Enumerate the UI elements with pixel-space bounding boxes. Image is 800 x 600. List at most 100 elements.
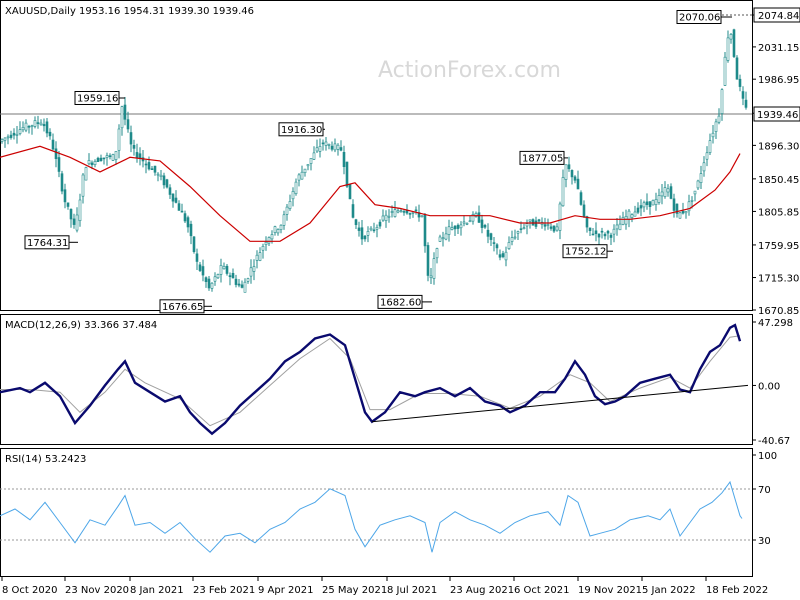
price-annotation: 1764.31 bbox=[24, 235, 78, 250]
rsi-panel-header: RSI(14) 53.2423 bbox=[5, 454, 86, 465]
candle bbox=[285, 204, 289, 221]
candle bbox=[720, 88, 724, 121]
candle bbox=[87, 153, 91, 166]
candle bbox=[438, 234, 442, 242]
candle bbox=[57, 151, 61, 178]
candle bbox=[318, 138, 322, 158]
svg-text:1764.31: 1764.31 bbox=[27, 238, 68, 249]
candle bbox=[714, 118, 718, 139]
candle bbox=[234, 274, 238, 288]
candle bbox=[27, 124, 31, 134]
candle bbox=[378, 219, 382, 229]
candle bbox=[21, 121, 25, 133]
candle bbox=[603, 232, 607, 240]
candle bbox=[210, 282, 214, 292]
candle bbox=[351, 199, 355, 219]
candle bbox=[360, 220, 364, 245]
candle bbox=[153, 165, 157, 176]
candle bbox=[33, 116, 37, 129]
candle bbox=[366, 226, 370, 243]
candle bbox=[81, 173, 85, 204]
candle bbox=[252, 259, 256, 281]
price-annotations: 1959.16 1916.30 2070.06 1877.05 1764.31 1676.… bbox=[24, 10, 732, 314]
candle bbox=[654, 192, 658, 211]
candle bbox=[120, 105, 124, 136]
candle bbox=[735, 55, 739, 80]
candle bbox=[465, 222, 469, 226]
candle bbox=[477, 205, 481, 223]
candle bbox=[588, 227, 592, 236]
candle bbox=[501, 250, 505, 259]
candle bbox=[696, 179, 700, 190]
candle bbox=[591, 228, 595, 236]
candle bbox=[324, 137, 328, 151]
candle bbox=[216, 273, 220, 279]
candle bbox=[288, 194, 292, 211]
candle bbox=[744, 91, 748, 110]
candle bbox=[645, 193, 649, 210]
candle bbox=[702, 156, 706, 177]
date-tick-label: 5 Jan 2022 bbox=[642, 585, 696, 596]
candle bbox=[729, 33, 733, 44]
current-price-tag-label: 1939.46 bbox=[757, 110, 798, 121]
candle bbox=[150, 166, 154, 170]
svg-text:1676.65: 1676.65 bbox=[162, 302, 203, 313]
candle bbox=[498, 249, 502, 261]
candle bbox=[726, 30, 730, 63]
candle bbox=[138, 147, 142, 166]
candle bbox=[672, 193, 676, 218]
macd-main-line bbox=[0, 323, 742, 436]
candle bbox=[549, 223, 553, 231]
macd-panel-header: MACD(12,26,9) 33.366 37.484 bbox=[5, 320, 157, 331]
candle bbox=[369, 226, 373, 232]
candle bbox=[699, 165, 703, 189]
candle bbox=[600, 227, 604, 239]
candle bbox=[75, 207, 79, 233]
candle bbox=[693, 190, 697, 202]
candle bbox=[504, 246, 508, 267]
price-annotation: 1877.05 bbox=[519, 150, 568, 165]
candle bbox=[126, 111, 130, 133]
candle bbox=[552, 225, 556, 233]
candle bbox=[165, 178, 169, 189]
candle bbox=[663, 181, 667, 199]
candle bbox=[312, 146, 316, 160]
price-tick-label: 1896.30 bbox=[758, 141, 799, 152]
candle bbox=[732, 28, 736, 58]
candle bbox=[573, 175, 577, 184]
watermark: ActionForex.com bbox=[378, 58, 561, 83]
candle bbox=[615, 218, 619, 236]
candle bbox=[231, 268, 235, 279]
candle bbox=[522, 223, 526, 230]
candle bbox=[207, 276, 211, 291]
candle bbox=[612, 224, 616, 243]
rsi-axis-ticks: 100 70 30 bbox=[752, 451, 777, 547]
candle bbox=[633, 205, 637, 217]
candle bbox=[180, 203, 184, 213]
price-tick-label: 1670.85 bbox=[758, 306, 799, 317]
candle bbox=[717, 108, 721, 125]
candle bbox=[471, 211, 475, 225]
candle bbox=[243, 278, 247, 293]
candle bbox=[738, 74, 742, 92]
price-panel-frame bbox=[0, 0, 753, 311]
candle bbox=[381, 209, 385, 222]
candle bbox=[282, 210, 286, 230]
candle bbox=[420, 215, 424, 218]
candle bbox=[222, 262, 226, 270]
candle bbox=[411, 211, 415, 218]
price-tick-label: 1759.95 bbox=[758, 241, 799, 252]
candle bbox=[627, 209, 631, 228]
candle bbox=[198, 262, 202, 272]
candle bbox=[450, 221, 454, 231]
candle bbox=[651, 199, 655, 206]
candle bbox=[597, 233, 601, 246]
candle bbox=[636, 202, 640, 215]
candle bbox=[441, 231, 445, 247]
candle bbox=[249, 259, 253, 284]
candle bbox=[480, 214, 484, 234]
svg-text:1682.60: 1682.60 bbox=[380, 297, 421, 308]
candle bbox=[129, 125, 133, 153]
candle bbox=[564, 164, 568, 188]
candle bbox=[594, 222, 598, 242]
